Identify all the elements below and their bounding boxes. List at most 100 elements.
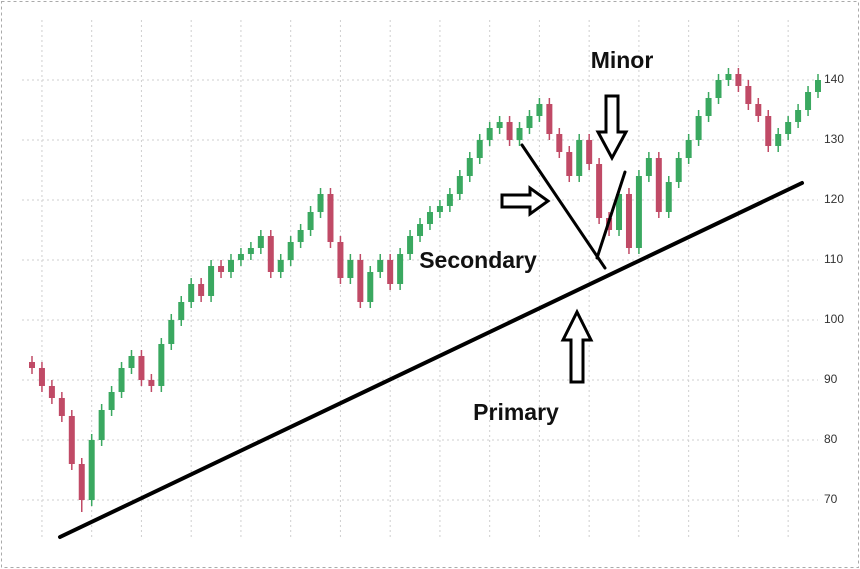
candle-body [665,182,672,212]
candle-body [198,284,205,296]
candle-body [128,356,135,368]
candle-body [446,194,453,206]
candle-body [168,320,175,344]
candle-body [48,386,55,398]
minor-label: Minor [591,47,654,73]
candle-body [68,416,75,464]
candle-body [357,260,364,302]
candle-body [367,272,374,302]
candle-body [536,104,543,116]
candle-body [327,194,334,242]
candle-body [426,212,433,224]
candle-body [566,152,573,176]
candle-body [456,176,463,194]
candle-body [765,116,772,146]
candle-body [88,440,95,500]
candle-body [407,236,414,254]
candle-body [775,134,782,146]
candle-body [29,362,35,368]
candle-body [655,158,662,212]
candle-body [227,260,234,272]
candle-body [347,260,354,278]
trend-lines [58,143,804,539]
candle-body [596,164,603,218]
candle-body [496,122,503,128]
secondary-trend-line [520,143,607,270]
candle-body [108,392,115,410]
candle-body [735,74,742,86]
candle-body [486,128,493,140]
candle-body [725,74,732,80]
candle-body [755,104,762,116]
candle-body [715,80,722,98]
candle-body [556,134,563,152]
candle-body [98,410,105,440]
candle-body [466,158,473,176]
minor-trend-line [595,170,627,260]
candle-body [247,248,254,254]
candle-body [635,176,642,248]
candle-body [436,206,443,212]
candle-body [317,194,324,212]
candle-body [616,194,623,230]
y-tick-label: 100 [824,312,844,326]
candle-body [257,236,264,248]
candle-body [526,116,533,128]
candle-body [307,212,314,230]
candle-body [297,230,304,242]
y-tick-label: 140 [824,72,844,86]
secondary-arrow [500,185,551,217]
candle-body [805,92,812,110]
primary-arrow [560,308,594,384]
arrows [500,94,629,384]
candle-body [237,254,244,260]
primary-trend-line [58,181,804,539]
candle-body [138,356,145,380]
primary-label: Primary [473,399,559,425]
candle-body [645,158,652,176]
candle-body [785,122,792,134]
candle-body [287,242,294,260]
candle-body [337,242,344,278]
candle-body [397,254,404,284]
y-tick-label: 90 [824,372,838,386]
candle-body [377,260,384,272]
minor-arrow [595,94,629,162]
y-tick-label: 110 [824,252,843,266]
candle-body [576,140,583,176]
candle-body [417,224,424,236]
candle-body [78,464,85,500]
candle-body [586,140,593,164]
candle-body [705,98,712,116]
candle-body [387,260,394,284]
candle-body [745,86,752,104]
candle-body [815,80,821,92]
candle-body [506,122,513,140]
candle-body [178,302,185,320]
y-tick-label: 120 [824,192,844,206]
candle-body [795,110,802,122]
candle-body [695,116,702,140]
candle-body [675,158,682,182]
candle-body [148,380,155,386]
y-tick-label: 80 [824,432,838,446]
candle-body [625,194,632,248]
candle-body [188,284,195,302]
candle-body [277,260,284,272]
candle-body [476,140,483,158]
candle-body [218,266,225,272]
y-tick-label: 130 [824,132,844,146]
candle-body [118,368,125,392]
candle-body [38,368,45,386]
candle-body [58,398,65,416]
candle-body [685,140,692,158]
candle-body [158,344,165,386]
candle-body [267,236,274,272]
candles [29,68,821,512]
candle-body [516,128,523,140]
y-tick-label: 70 [824,492,838,506]
candle-body [546,104,553,134]
